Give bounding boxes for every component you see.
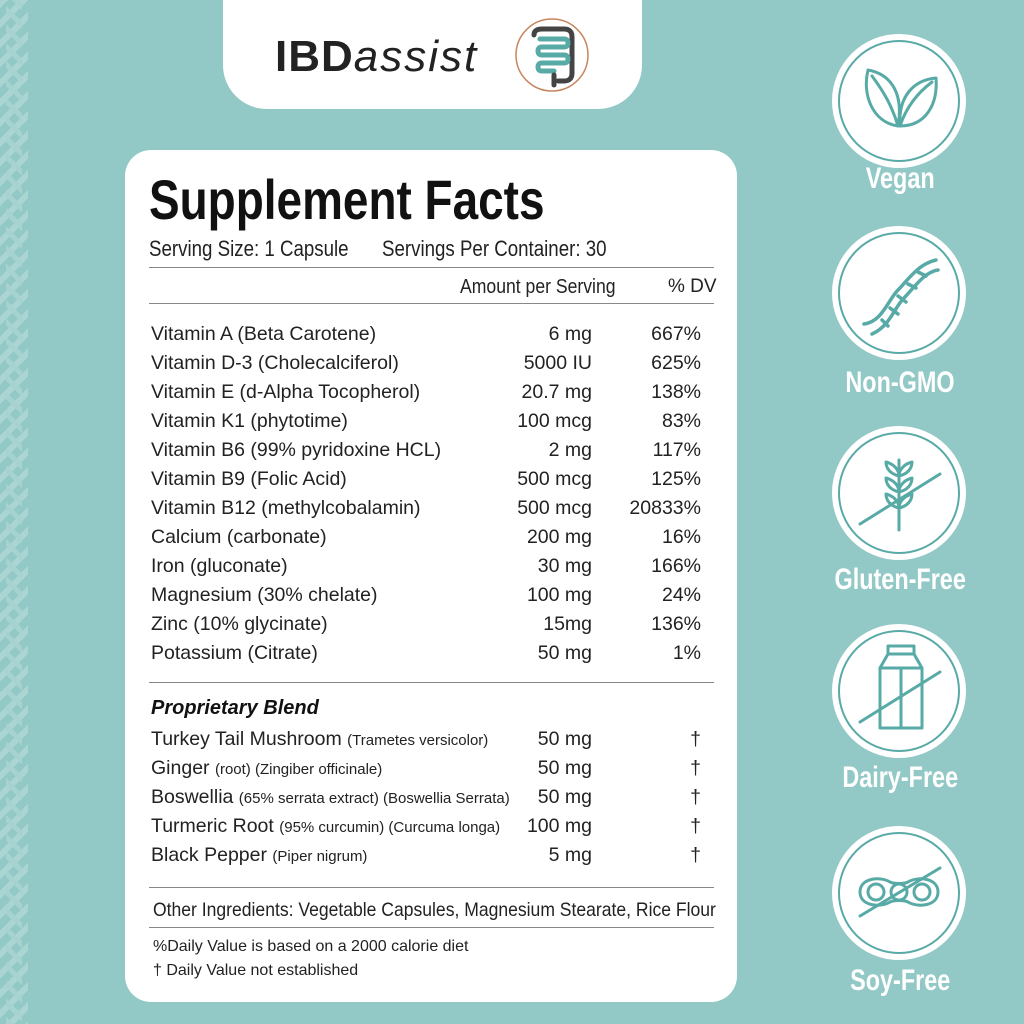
- dairy-free-badge: [832, 624, 966, 758]
- divider: [149, 887, 714, 888]
- other-ingredients: Other Ingredients: Vegetable Capsules, M…: [153, 899, 716, 921]
- dna-icon: [838, 232, 960, 354]
- gluten-free-badge: [832, 426, 966, 560]
- badge-label-vegan: Vegan: [865, 162, 935, 195]
- side-pattern: [0, 0, 28, 1024]
- blend-row: Black Pepper (Piper nigrum) 5 mg †: [151, 844, 701, 866]
- blend-row: Turkey Tail Mushroom (Trametes versicolo…: [151, 728, 701, 750]
- milk-carton-crossed-icon: [838, 630, 960, 752]
- non-gmo-badge: [832, 226, 966, 360]
- column-header-amount: Amount per Serving: [460, 276, 616, 298]
- badge-label-soy-free: Soy-Free: [849, 964, 951, 997]
- nutrient-row: Potassium (Citrate) 50 mg 1%: [151, 642, 701, 664]
- divider: [149, 303, 714, 304]
- nutrient-row: Zinc (10% glycinate) 15mg 136%: [151, 613, 701, 635]
- wheat-crossed-icon: [838, 432, 960, 554]
- vegan-badge: [832, 34, 966, 168]
- intestine-icon: [515, 18, 589, 92]
- badge-label-dairy-free: Dairy-Free: [842, 761, 958, 794]
- nutrient-row: Magnesium (30% chelate) 100 mg 24%: [151, 584, 701, 606]
- serving-size: Serving Size: 1 Capsule: [149, 236, 349, 261]
- blend-row: Turmeric Root (95% curcumin) (Curcuma lo…: [151, 815, 701, 837]
- dagger-note: † Daily Value not established: [153, 962, 359, 979]
- blend-row: Ginger (root) (Zingiber officinale) 50 mg…: [151, 757, 701, 779]
- blend-row: Boswellia (65% serrata extract) (Boswell…: [151, 786, 701, 808]
- daily-value-note: %Daily Value is based on a 2000 calorie …: [153, 938, 469, 955]
- soy-free-badge: [832, 826, 966, 960]
- nutrient-row: Vitamin E (d-Alpha Tocopherol) 20.7 mg 138…: [151, 381, 701, 403]
- nutrient-row: Vitamin B12 (methylcobalamin) 500 mcg 2083…: [151, 497, 701, 519]
- leaf-icon: [838, 40, 960, 162]
- nutrient-row: Iron (gluconate) 30 mg 166%: [151, 555, 701, 577]
- nutrient-row: Vitamin K1 (phytotime) 100 mcg 83%: [151, 410, 701, 432]
- badge-label-gluten-free: Gluten-Free: [834, 563, 966, 596]
- servings-per-container: Servings Per Container: 30: [382, 236, 607, 261]
- nutrient-row: Vitamin B6 (99% pyridoxine HCL) 2 mg 117%: [151, 439, 701, 461]
- badge-label-non-gmo: Non-GMO: [845, 366, 955, 399]
- nutrient-row: Calcium (carbonate) 200 mg 16%: [151, 526, 701, 548]
- brand-logo-box: IBDassist: [223, 0, 642, 109]
- soybean-crossed-icon: [838, 832, 960, 954]
- nutrient-row: Vitamin B9 (Folic Acid) 500 mcg 125%: [151, 468, 701, 490]
- nutrient-row: Vitamin A (Beta Carotene) 6 mg 667%: [151, 323, 701, 345]
- supplement-facts-panel: Supplement Facts Serving Size: 1 Capsule…: [125, 150, 737, 1002]
- blend-title: Proprietary Blend: [151, 697, 319, 719]
- divider: [149, 927, 714, 928]
- facts-title: Supplement Facts: [149, 168, 545, 231]
- divider: [149, 267, 714, 268]
- brand-name: IBDassist: [275, 32, 479, 81]
- column-header-dv: % DV: [668, 276, 717, 297]
- divider: [149, 682, 714, 683]
- nutrient-row: Vitamin D-3 (Cholecalciferol) 5000 IU 625%: [151, 352, 701, 374]
